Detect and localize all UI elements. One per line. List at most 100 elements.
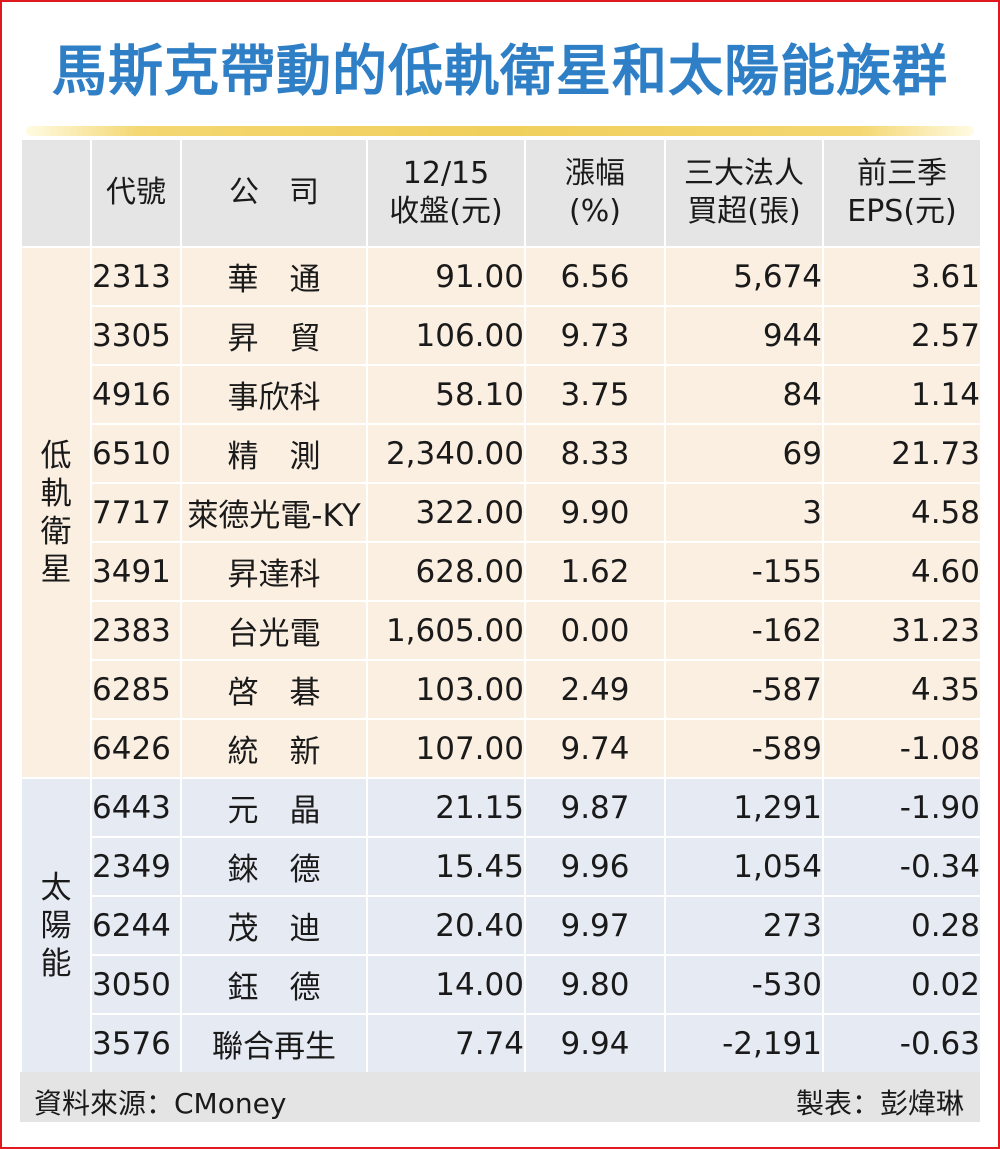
close-price: 1,605.00 xyxy=(366,600,526,661)
group-label: 太陽能 xyxy=(20,777,92,1074)
header-eps: 前三季 EPS(元) xyxy=(822,138,982,248)
change-percent: 9.96 xyxy=(524,836,666,897)
eps-value: 4.60 xyxy=(822,541,982,602)
stock-code: 3305 xyxy=(90,305,182,366)
eps-value: -1.90 xyxy=(822,777,982,838)
eps-value: 1.14 xyxy=(822,364,982,425)
stock-code: 2313 xyxy=(90,246,182,307)
change-percent: 9.73 xyxy=(524,305,666,366)
table-row: 2349 錸 德 15.45 9.96 1,054 -0.34 xyxy=(21,836,982,897)
header-institutional: 三大法人 買超(張) xyxy=(664,138,824,248)
table-row: 7717 萊德光電-KY 322.00 9.90 3 4.58 xyxy=(21,482,982,543)
change-percent: 3.75 xyxy=(524,364,666,425)
header-code: 代號 xyxy=(90,138,182,248)
table-header-row: 代號 公 司 12/15 收盤(元) 漲幅 (%) 三大法人 買超(張) 前三季 EPS… xyxy=(20,138,982,248)
eps-value: 21.73 xyxy=(822,423,982,484)
header-company: 公 司 xyxy=(180,138,368,248)
institutional-net-buy: 273 xyxy=(664,895,824,956)
change-percent: 9.90 xyxy=(524,482,666,543)
stock-code: 6510 xyxy=(90,423,182,484)
company-name: 錸 德 xyxy=(180,836,368,897)
company-name: 鈺 德 xyxy=(180,954,368,1015)
stock-code: 6244 xyxy=(90,895,182,956)
stock-code: 3576 xyxy=(90,1013,182,1074)
header-corner xyxy=(20,138,92,248)
eps-value: 4.58 xyxy=(822,482,982,543)
change-percent: 8.33 xyxy=(524,423,666,484)
credit-note: 製表：彭煒琳 xyxy=(795,1087,964,1120)
close-price: 91.00 xyxy=(366,246,526,307)
table-row: 太陽能 6443 元 晶 21.15 9.87 1,291 -1.90 xyxy=(20,777,982,1074)
eps-value: -0.63 xyxy=(822,1013,982,1074)
company-name: 昇 貿 xyxy=(180,305,368,366)
change-percent: 2.49 xyxy=(524,659,666,720)
change-percent: 9.94 xyxy=(524,1013,666,1074)
close-price: 106.00 xyxy=(366,305,526,366)
company-name: 台光電 xyxy=(180,600,368,661)
table-row: 6244 茂 迪 20.40 9.97 273 0.28 xyxy=(21,895,982,956)
close-price: 322.00 xyxy=(366,482,526,543)
institutional-net-buy: 1,054 xyxy=(664,836,824,897)
company-name: 啓 碁 xyxy=(180,659,368,720)
table-row: 6510 精 測 2,340.00 8.33 69 21.73 xyxy=(21,423,982,484)
stock-code: 3491 xyxy=(90,541,182,602)
change-percent: 9.80 xyxy=(524,954,666,1015)
header-change: 漲幅 (%) xyxy=(524,138,666,248)
table-row: 3050 鈺 德 14.00 9.80 -530 0.02 xyxy=(21,954,982,1015)
change-percent: 0.00 xyxy=(524,600,666,661)
institutional-net-buy: -530 xyxy=(664,954,824,1015)
stock-code: 4916 xyxy=(90,364,182,425)
table-row: 3305 昇 貿 106.00 9.73 944 2.57 xyxy=(21,305,982,366)
source-note: 資料來源：CMoney xyxy=(34,1087,287,1120)
eps-value: 0.02 xyxy=(822,954,982,1015)
page-title: 馬斯克帶動的低軌衛星和太陽能族群 xyxy=(51,39,948,103)
company-name: 昇達科 xyxy=(180,541,368,602)
institutional-net-buy: -155 xyxy=(664,541,824,602)
institutional-net-buy: 1,291 xyxy=(664,777,824,838)
stock-code: 6443 xyxy=(90,777,182,838)
company-name: 統 新 xyxy=(180,718,368,779)
table-row: 3576 聯合再生 7.74 9.94 -2,191 -0.63 xyxy=(21,1013,982,1074)
stock-code: 6426 xyxy=(90,718,182,779)
footer-bar xyxy=(20,1072,980,1122)
company-name: 事欣科 xyxy=(180,364,368,425)
stock-table: 代號 公 司 12/15 收盤(元) 漲幅 (%) 三大法人 買超(張) 前三季 EPS… xyxy=(20,138,982,1074)
eps-value: 3.61 xyxy=(822,246,982,307)
company-name: 華 通 xyxy=(180,246,368,307)
table-row: 4916 事欣科 58.10 3.75 84 1.14 xyxy=(21,364,982,425)
close-price: 58.10 xyxy=(366,364,526,425)
change-percent: 9.87 xyxy=(524,777,666,838)
stock-code: 2349 xyxy=(90,836,182,897)
institutional-net-buy: -587 xyxy=(664,659,824,720)
table-row: 6426 統 新 107.00 9.74 -589 -1.08 xyxy=(21,718,982,779)
close-price: 628.00 xyxy=(366,541,526,602)
change-percent: 1.62 xyxy=(524,541,666,602)
table-body: 低軌衛星 2313 華 通 91.00 6.56 5,674 3.61 3305 昇 貿 106.… xyxy=(20,246,982,1074)
table-row: 6285 啓 碁 103.00 2.49 -587 4.35 xyxy=(21,659,982,720)
close-price: 7.74 xyxy=(366,1013,526,1074)
close-price: 15.45 xyxy=(366,836,526,897)
institutional-net-buy: -589 xyxy=(664,718,824,779)
eps-value: 0.28 xyxy=(822,895,982,956)
eps-value: 31.23 xyxy=(822,600,982,661)
eps-value: 2.57 xyxy=(822,305,982,366)
header-close: 12/15 收盤(元) xyxy=(366,138,526,248)
close-price: 14.00 xyxy=(366,954,526,1015)
eps-value: -0.34 xyxy=(822,836,982,897)
eps-value: -1.08 xyxy=(822,718,982,779)
table-row: 3491 昇達科 628.00 1.62 -155 4.60 xyxy=(21,541,982,602)
institutional-net-buy: 5,674 xyxy=(664,246,824,307)
stock-code: 3050 xyxy=(90,954,182,1015)
company-name: 精 測 xyxy=(180,423,368,484)
company-name: 茂 迪 xyxy=(180,895,368,956)
institutional-net-buy: -2,191 xyxy=(664,1013,824,1074)
company-name: 聯合再生 xyxy=(180,1013,368,1074)
institutional-net-buy: 69 xyxy=(664,423,824,484)
stock-code: 6285 xyxy=(90,659,182,720)
close-price: 2,340.00 xyxy=(366,423,526,484)
change-percent: 9.97 xyxy=(524,895,666,956)
institutional-net-buy: 944 xyxy=(664,305,824,366)
company-name: 萊德光電-KY xyxy=(180,482,368,543)
stock-code: 2383 xyxy=(90,600,182,661)
close-price: 20.40 xyxy=(366,895,526,956)
